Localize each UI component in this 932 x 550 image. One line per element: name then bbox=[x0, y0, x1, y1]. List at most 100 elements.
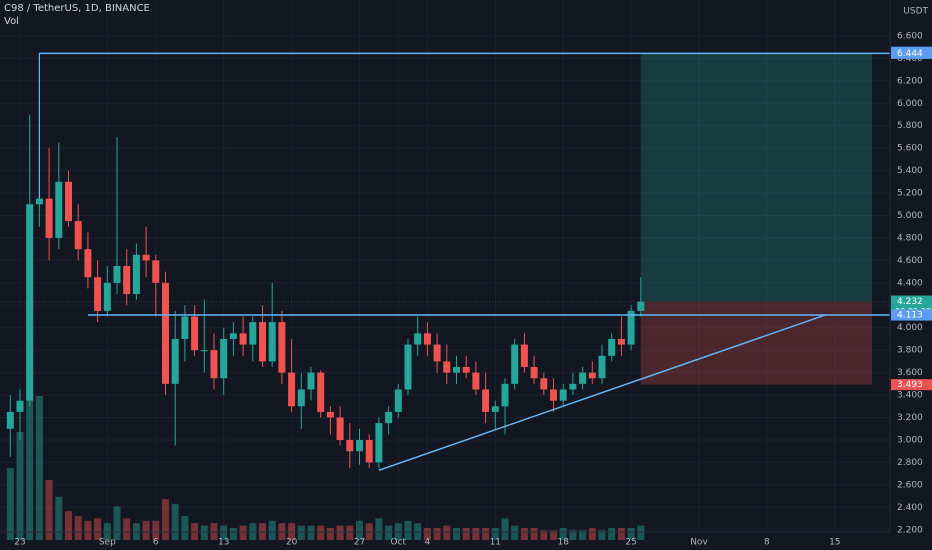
y-tick-label: 5.000 bbox=[897, 211, 923, 221]
volume-bar bbox=[162, 499, 169, 540]
candle-body bbox=[414, 333, 422, 345]
candle-body bbox=[229, 333, 237, 339]
price-label-box bbox=[891, 309, 932, 321]
volume-bar bbox=[94, 518, 102, 540]
candle-body bbox=[336, 417, 344, 440]
volume-bar bbox=[559, 528, 567, 540]
candle-body bbox=[297, 389, 305, 407]
volume-bar bbox=[123, 518, 131, 540]
candle-body bbox=[220, 338, 228, 379]
volume-bar bbox=[491, 528, 499, 540]
candle-body bbox=[35, 198, 43, 205]
candle-body bbox=[472, 372, 480, 390]
candle-body bbox=[152, 260, 160, 283]
volume-bar bbox=[181, 516, 189, 540]
volume-bar bbox=[35, 396, 43, 540]
candle-body bbox=[617, 338, 625, 345]
candle-body bbox=[288, 372, 296, 407]
candle-body bbox=[569, 383, 577, 390]
volume-bar bbox=[142, 520, 150, 540]
y-tick-label: 5.600 bbox=[897, 144, 923, 154]
volume-bar bbox=[55, 496, 63, 540]
volume-bar bbox=[520, 528, 528, 540]
volume-bar bbox=[433, 528, 441, 540]
candle-body bbox=[462, 367, 470, 373]
x-tick-label: Sep bbox=[99, 538, 116, 548]
candle-body bbox=[103, 282, 111, 311]
candle-body bbox=[365, 439, 373, 463]
volume-bar bbox=[113, 506, 121, 540]
volume-bar bbox=[375, 518, 383, 540]
candle-body bbox=[326, 411, 334, 418]
price-axis bbox=[890, 0, 932, 550]
candle-body bbox=[482, 389, 490, 412]
y-tick-label: 3.000 bbox=[897, 435, 923, 445]
candle-body bbox=[579, 372, 587, 384]
candle-body bbox=[598, 355, 606, 379]
volume-bar bbox=[74, 516, 82, 540]
x-tick-label: 25 bbox=[625, 538, 636, 548]
candle-body bbox=[210, 350, 218, 379]
candle-body bbox=[433, 344, 441, 362]
y-tick-label: 4.400 bbox=[897, 278, 923, 288]
x-tick-label: 6 bbox=[153, 538, 159, 548]
x-tick-label: 4 bbox=[425, 538, 431, 548]
y-tick-label: 5.200 bbox=[897, 189, 923, 199]
price-label: 6.444 bbox=[897, 49, 923, 59]
volume-bar bbox=[579, 530, 587, 540]
x-tick-label: 18 bbox=[557, 538, 569, 548]
price-label: 3.493 bbox=[897, 380, 923, 390]
candle-body bbox=[259, 322, 266, 362]
candle-body bbox=[249, 322, 257, 345]
candle-body bbox=[511, 344, 519, 384]
volume-bar bbox=[453, 528, 460, 540]
volume-bar bbox=[268, 520, 276, 540]
volume-bar bbox=[385, 525, 393, 540]
candle-body bbox=[637, 301, 645, 311]
y-tick-label: 3.600 bbox=[897, 368, 923, 378]
volume-bar bbox=[530, 528, 538, 540]
target-zone bbox=[640, 53, 872, 302]
candle-body bbox=[356, 439, 363, 452]
candle-body bbox=[346, 439, 354, 452]
candle-body bbox=[550, 389, 557, 401]
y-tick-label: 5.800 bbox=[897, 121, 923, 131]
candle-body bbox=[520, 344, 528, 368]
candle-body bbox=[404, 344, 412, 390]
volume-bar bbox=[346, 525, 354, 540]
x-tick-label: 27 bbox=[354, 538, 365, 548]
x-tick-label: 11 bbox=[490, 538, 501, 548]
candle-body bbox=[171, 338, 179, 384]
candle-body bbox=[443, 361, 451, 373]
volume-bar bbox=[6, 468, 14, 540]
y-tick-label: 4.000 bbox=[897, 323, 923, 333]
volume-bar bbox=[550, 530, 557, 540]
volume-bar bbox=[317, 525, 325, 540]
candle-body bbox=[588, 372, 596, 379]
candle-body bbox=[162, 282, 169, 384]
volume-bar bbox=[423, 528, 431, 540]
y-tick-label: 3.200 bbox=[897, 413, 923, 423]
volume-bar bbox=[326, 528, 334, 540]
volume-bar bbox=[84, 520, 92, 540]
candle-body bbox=[191, 316, 199, 351]
volume-bar bbox=[16, 432, 24, 540]
volume-bar bbox=[336, 525, 344, 540]
candle-body bbox=[200, 350, 208, 352]
price-label-box bbox=[891, 47, 932, 59]
volume-bar bbox=[229, 528, 237, 540]
y-tick-label: 2.600 bbox=[897, 480, 923, 490]
volume-bar bbox=[462, 528, 470, 540]
candle-body bbox=[113, 266, 121, 283]
volume-bar bbox=[569, 530, 577, 540]
candle-body bbox=[278, 322, 286, 373]
candle-body bbox=[181, 316, 189, 339]
x-tick-label: 13 bbox=[218, 538, 229, 548]
price-label: 4.113 bbox=[897, 311, 923, 321]
x-tick-label: Oct bbox=[391, 538, 407, 548]
trendline bbox=[378, 314, 826, 471]
candle-body bbox=[501, 383, 509, 407]
candle-body bbox=[132, 254, 140, 295]
volume-bar bbox=[65, 511, 72, 540]
